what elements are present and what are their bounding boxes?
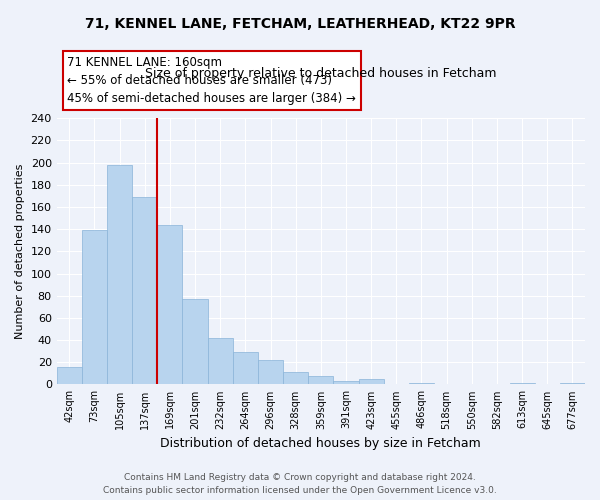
Text: Contains HM Land Registry data © Crown copyright and database right 2024.
Contai: Contains HM Land Registry data © Crown c… [103, 474, 497, 495]
Bar [233, 352, 258, 384]
Text: 71 KENNEL LANE: 160sqm
← 55% of detached houses are smaller (473)
45% of semi-de: 71 KENNEL LANE: 160sqm ← 55% of detached… [67, 56, 356, 105]
Y-axis label: Number of detached properties: Number of detached properties [15, 164, 25, 339]
Bar [107, 165, 132, 384]
Bar [258, 360, 283, 384]
Bar [157, 224, 182, 384]
Bar [359, 379, 384, 384]
Bar [82, 230, 107, 384]
Bar [334, 381, 359, 384]
Bar [208, 338, 233, 384]
Bar [182, 299, 208, 384]
Title: Size of property relative to detached houses in Fetcham: Size of property relative to detached ho… [145, 66, 497, 80]
Bar [132, 197, 157, 384]
X-axis label: Distribution of detached houses by size in Fetcham: Distribution of detached houses by size … [160, 437, 481, 450]
Bar [283, 372, 308, 384]
Bar [308, 376, 334, 384]
Bar [56, 366, 82, 384]
Text: 71, KENNEL LANE, FETCHAM, LEATHERHEAD, KT22 9PR: 71, KENNEL LANE, FETCHAM, LEATHERHEAD, K… [85, 18, 515, 32]
